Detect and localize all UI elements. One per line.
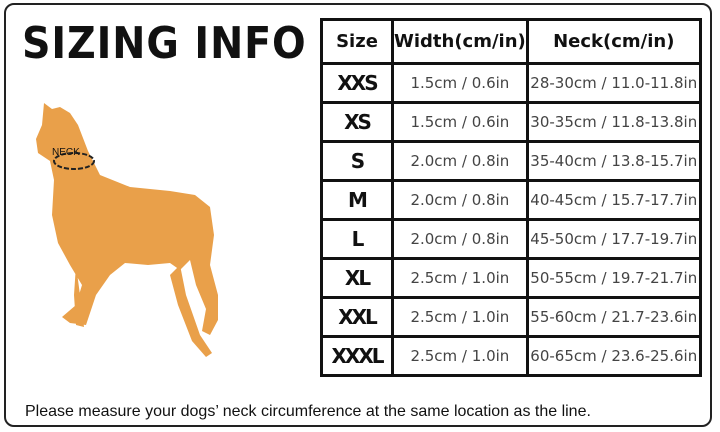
neck-cell: 28-30cm / 11.0-11.8in <box>525 62 702 104</box>
size-cell: L <box>320 218 394 260</box>
neck-cell: 40-45cm / 15.7-17.7in <box>525 179 702 221</box>
dog-illustration: NECK <box>36 103 218 357</box>
header-size: Size <box>320 18 394 65</box>
width-cell: 2.5cm / 1.0in <box>391 257 529 299</box>
width-cell: 1.5cm / 0.6in <box>391 101 529 143</box>
card-frame <box>4 3 712 427</box>
table-row: XXL 2.5cm / 1.0in 55-60cm / 21.7-23.6in <box>320 296 702 338</box>
neck-cell: 55-60cm / 21.7-23.6in <box>525 296 702 338</box>
table-header-row: Size Width(cm/in) Neck(cm/in) <box>320 18 702 65</box>
neck-cell: 45-50cm / 17.7-19.7in <box>525 218 702 260</box>
table-row: M 2.0cm / 0.8in 40-45cm / 15.7-17.7in <box>320 179 702 221</box>
size-cell: M <box>320 179 394 221</box>
header-neck: Neck(cm/in) <box>525 18 702 65</box>
neck-label: NECK <box>52 147 80 158</box>
size-table: Size Width(cm/in) Neck(cm/in) XXS 1.5cm /… <box>320 18 702 377</box>
table-row: XXS 1.5cm / 0.6in 28-30cm / 11.0-11.8in <box>320 62 702 104</box>
size-cell: XXS <box>320 62 394 104</box>
width-cell: 2.5cm / 1.0in <box>391 335 529 377</box>
width-cell: 2.0cm / 0.8in <box>391 140 529 182</box>
neck-line <box>53 152 95 170</box>
width-cell: 2.0cm / 0.8in <box>391 218 529 260</box>
size-cell: XL <box>320 257 394 299</box>
neck-cell: 30-35cm / 11.8-13.8in <box>525 101 702 143</box>
width-cell: 2.0cm / 0.8in <box>391 179 529 221</box>
table-row: XL 2.5cm / 1.0in 50-55cm / 19.7-21.7in <box>320 257 702 299</box>
neck-cell: 35-40cm / 13.8-15.7in <box>525 140 702 182</box>
dog-leg-back <box>170 265 212 357</box>
table-row: L 2.0cm / 0.8in 45-50cm / 17.7-19.7in <box>320 218 702 260</box>
neck-cell: 60-65cm / 23.6-25.6in <box>525 335 702 377</box>
width-cell: 2.5cm / 1.0in <box>391 296 529 338</box>
width-cell: 1.5cm / 0.6in <box>391 62 529 104</box>
dog-silhouette <box>36 103 218 335</box>
size-cell: XS <box>320 101 394 143</box>
neck-cell: 50-55cm / 19.7-21.7in <box>525 257 702 299</box>
header-width: Width(cm/in) <box>391 18 529 65</box>
size-cell: XXXL <box>320 335 394 377</box>
page-title: SIZING INFO <box>22 18 307 69</box>
table-row: S 2.0cm / 0.8in 35-40cm / 13.8-15.7in <box>320 140 702 182</box>
table-row: XXXL 2.5cm / 1.0in 60-65cm / 23.6-25.6in <box>320 335 702 377</box>
measurement-note: Please measure your dogs’ neck circumfer… <box>25 403 591 420</box>
size-cell: XXL <box>320 296 394 338</box>
size-cell: S <box>320 140 394 182</box>
table-row: XS 1.5cm / 0.6in 30-35cm / 11.8-13.8in <box>320 101 702 143</box>
